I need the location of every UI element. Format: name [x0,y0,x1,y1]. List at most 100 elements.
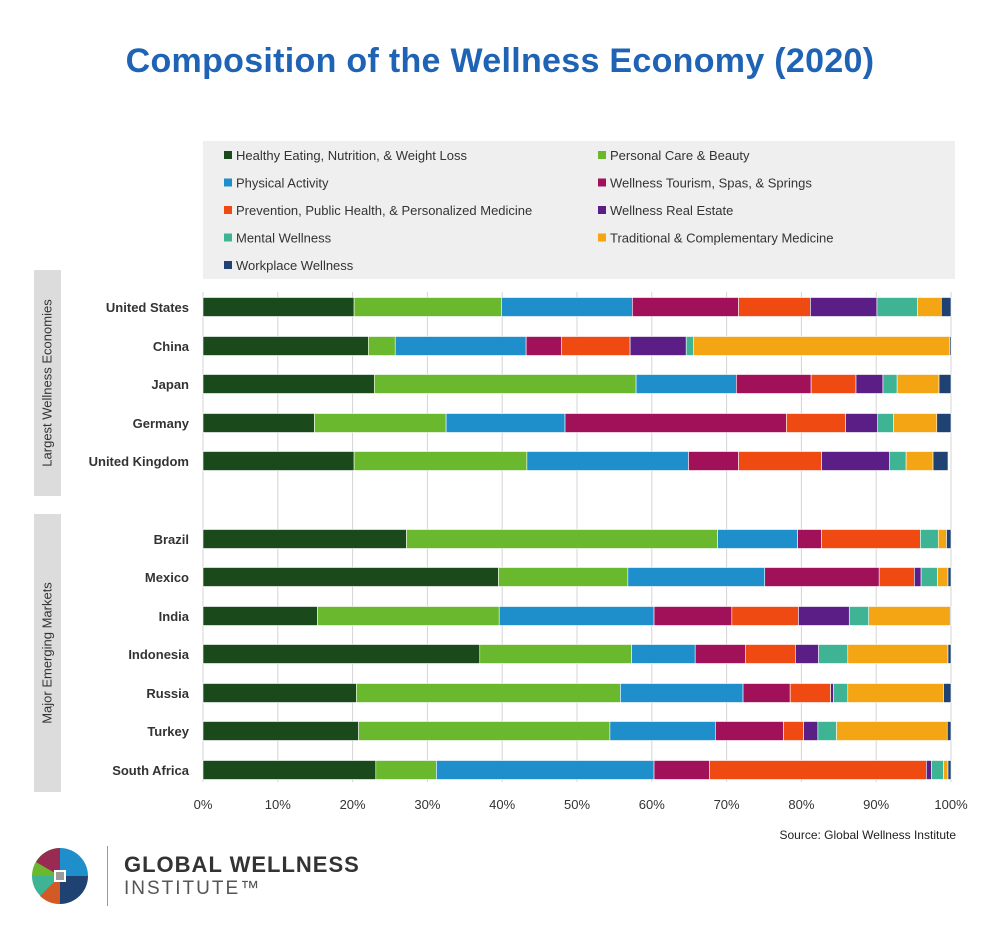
legend-label: Wellness Tourism, Spas, & Springs [610,176,812,191]
x-tick-label: 80% [788,797,814,812]
group-label: Largest Wellness Economies [39,299,54,467]
x-axis: 0% 10% 20% 30% 40% 50% 60% 70% 80% 90% 100% [194,797,968,812]
bar-segment [937,567,949,587]
legend-label: Mental Wellness [236,231,332,246]
bar-segment [947,567,952,587]
legend-label: Wellness Real Estate [610,203,733,218]
bar-segment [685,336,694,356]
bar-segment [868,606,951,626]
bar-segment [949,606,952,626]
x-tick-label: 10% [265,797,291,812]
bar-segment [920,567,938,587]
bar-segment [810,374,857,394]
bar-segment [709,760,927,780]
bar-segment [764,567,880,587]
category-label: Indonesia [128,647,189,662]
bar-segment [373,374,637,394]
legend: Healthy Eating, Nutrition, & Weight Loss… [203,141,955,279]
group-band [34,514,61,792]
bar-segment [830,683,834,703]
x-tick-label: 40% [489,797,515,812]
bar-segment [620,683,744,703]
legend-label: Prevention, Public Health, & Personalize… [236,203,532,218]
category-label: United States [106,300,189,315]
bar-segment [629,336,687,356]
bar-segment [560,336,631,356]
bar-segment [946,529,952,549]
bar-segment [744,644,796,664]
x-tick-label: 90% [863,797,889,812]
bar-segment [353,297,502,317]
bar-segment [940,297,952,317]
bar-segment [202,606,318,626]
legend-swatch [598,178,606,187]
category-label: South Africa [112,763,190,778]
category-label: Brazil [154,532,189,547]
bar-segment [693,336,950,356]
bar-segment [406,529,718,549]
legend-swatch [224,178,232,187]
bar-segment [914,567,922,587]
category-label: India [159,609,190,624]
logo-subtitle: INSTITUTE™ [124,878,262,899]
bar-segment [202,374,375,394]
legend-swatch [598,206,606,214]
x-tick-label: 100% [934,797,968,812]
bar-segment [526,451,689,471]
category-label: Japan [151,377,189,392]
bar-segment [943,683,952,703]
legend-swatch [598,233,606,242]
bar-segment [889,451,907,471]
x-tick-label: 30% [414,797,440,812]
bar-segment [498,567,629,587]
category-label: Mexico [145,570,189,585]
bar-segment [653,760,710,780]
bar-segment [836,721,948,741]
bar-segment [797,529,822,549]
bar-segment [653,606,733,626]
bar-segment [631,644,696,664]
x-tick-label: 20% [340,797,366,812]
bar-segment [368,336,396,356]
bar-segment [817,721,837,741]
bar-segment [936,413,952,433]
bars [202,297,952,780]
bar-segment [202,336,369,356]
category-label: United Kingdom [89,454,189,469]
bar-segment [818,644,849,664]
bar-segment [920,529,939,549]
bar-segment [742,683,791,703]
bar-segment [937,529,947,549]
bar-segment [498,606,655,626]
legend-swatch [224,261,232,269]
bar-segment [202,721,359,741]
bar-segment [736,374,812,394]
bar-segment [738,451,822,471]
bar-segment [317,606,500,626]
legend-swatch [224,151,232,159]
legend-label: Healthy Eating, Nutrition, & Weight Loss [236,148,467,163]
bar-segment [632,297,739,317]
bar-segment [635,374,737,394]
category-label: China [153,339,190,354]
bar-segment [947,644,952,664]
legend-box [203,141,955,279]
bar-segment [479,644,632,664]
chart-title: Composition of the Wellness Economy (202… [125,42,875,80]
category-label: Russia [146,686,189,701]
bar-segment [932,451,949,471]
x-tick-label: 50% [564,797,590,812]
bar-segment [694,644,746,664]
x-tick-label: 60% [639,797,665,812]
bar-segment [501,297,633,317]
group-labels: Largest Wellness Economies Major Emerging… [34,270,61,792]
bar-segment [202,567,499,587]
bar-segment [731,606,799,626]
category-label: Turkey [147,724,189,739]
global-wellness-logo-icon [32,848,88,905]
bar-segment [845,413,878,433]
bar-segment [926,760,932,780]
bar-segment [810,297,878,317]
x-tick-label: 70% [714,797,740,812]
